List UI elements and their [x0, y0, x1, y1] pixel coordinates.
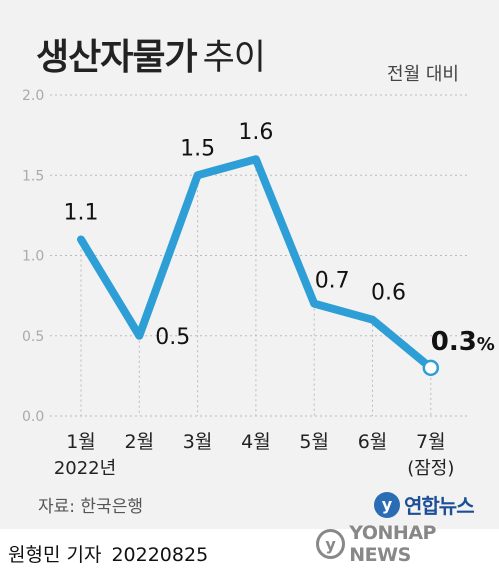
watermark: y YONHAP NEWS: [316, 522, 499, 566]
y-tick-label: 1.0: [22, 249, 44, 265]
x-tick-label: 4월: [241, 431, 271, 453]
data-label: 0.6: [371, 281, 406, 306]
series-line: [77, 155, 435, 372]
unit-label: 전월 대비: [387, 64, 459, 85]
x-tick-label: 1월: [66, 431, 96, 453]
source-label: 자료: 한국은행: [38, 497, 143, 517]
data-point-marker: [422, 359, 440, 377]
data-label: 0.3%: [431, 327, 495, 357]
data-label: 1.6: [238, 120, 273, 145]
publish-date: 20220825: [111, 544, 209, 566]
watermark-icon: y: [316, 529, 346, 559]
data-label: 0.7: [315, 269, 350, 294]
x-tick-label: 3월: [183, 431, 213, 453]
byline: 원형민 기자 20220825: [8, 540, 208, 567]
chart-title: 생산자물가 추이: [36, 28, 266, 80]
x-tick-label: 2월: [125, 431, 155, 453]
x-tick-sublabel: 2022년: [54, 458, 116, 479]
x-tick-label: 5월: [299, 431, 329, 453]
data-label-unit: %: [477, 334, 495, 355]
y-tick-label: 0.0: [22, 409, 44, 425]
chart-panel: [0, 0, 499, 529]
line-chart: 0.0 0.5 1.0 1.5 2.0 1.1 0.5 1.5 1.6 0.7 0.6 0.3% 1월 2…: [22, 88, 495, 479]
y-tick-label: 2.0: [22, 88, 44, 104]
title-sub: 추이: [202, 38, 266, 78]
data-label: 1.1: [64, 200, 99, 225]
watermark-text: YONHAP NEWS: [349, 522, 436, 566]
title-main: 생산자물가: [36, 37, 198, 78]
data-label: 0.5: [155, 325, 190, 350]
x-tick-label: 7월: [416, 431, 446, 453]
y-tick-label: 0.5: [22, 329, 44, 345]
footer-bar: [0, 529, 499, 571]
reporter-name: 원형민 기자: [8, 544, 102, 566]
yonhap-logo-name: 연합뉴스: [404, 494, 475, 518]
yonhap-logo: y 연합뉴스: [374, 490, 475, 519]
x-tick-sublabel: (잠정): [407, 458, 454, 479]
yonhap-logo-icon: y: [374, 491, 400, 518]
x-tick-label: 6월: [358, 431, 388, 453]
data-label: 1.5: [180, 136, 215, 161]
y-tick-label: 1.5: [22, 168, 44, 184]
